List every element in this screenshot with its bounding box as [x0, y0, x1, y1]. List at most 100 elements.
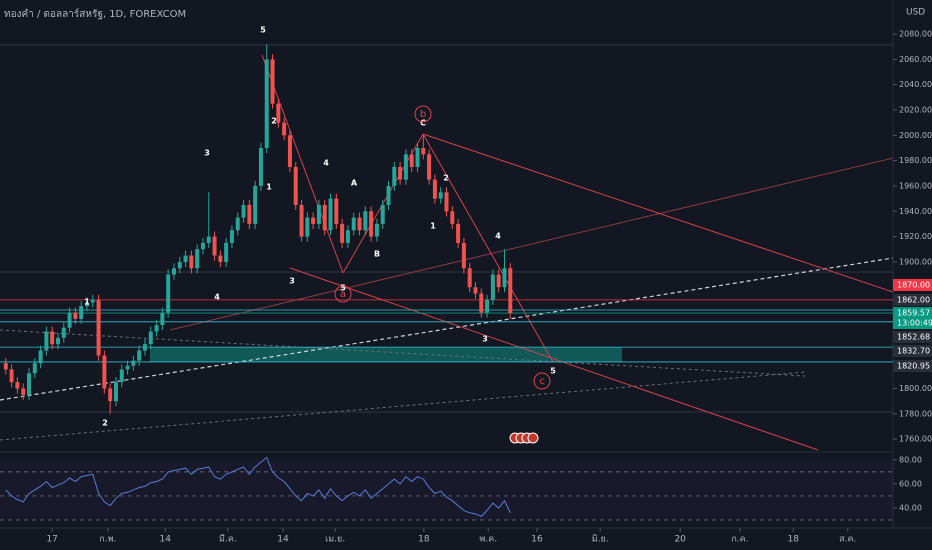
- rsi-line: [5, 456, 511, 517]
- candle-body: [316, 204, 321, 224]
- candle-body: [131, 360, 136, 366]
- candle-body: [467, 268, 472, 288]
- candle-body: [32, 363, 37, 374]
- x-tick-label: มิ.ย.: [592, 534, 609, 545]
- candle-body: [502, 268, 507, 288]
- x-tick-label: พ.ค.: [479, 535, 497, 545]
- x-tick-label: 18: [788, 535, 800, 545]
- x-tick-label: มี.ค.: [219, 534, 237, 545]
- candle-body: [206, 236, 211, 243]
- candle-body: [26, 373, 31, 395]
- candle-body: [90, 299, 95, 303]
- rsi-band: [0, 460, 893, 520]
- candle-body: [398, 166, 403, 180]
- candle-body: [160, 312, 165, 326]
- candle-body: [258, 147, 263, 186]
- circled-label: a: [340, 289, 346, 300]
- event-icons: [509, 432, 539, 444]
- y-tick-label: 2000.00: [899, 131, 932, 140]
- candle-body: [311, 217, 316, 224]
- x-tick-label: ส.ค.: [839, 535, 856, 545]
- price-label: 1870.00: [897, 281, 930, 290]
- candle-body: [44, 331, 49, 351]
- candle-body: [21, 388, 26, 395]
- candle-body: [403, 154, 408, 180]
- candle-body: [108, 388, 113, 402]
- candle-body: [137, 350, 142, 361]
- x-tick-label: 18: [418, 535, 430, 545]
- candle-body: [195, 249, 200, 269]
- wave-label: 3: [482, 335, 488, 344]
- candle-body: [299, 204, 304, 237]
- circled-label: b: [420, 109, 426, 120]
- wave-label: 5: [260, 26, 266, 35]
- candle-body: [264, 59, 269, 148]
- candle-body: [15, 382, 20, 389]
- candle-body: [450, 211, 455, 224]
- candle-body: [345, 230, 350, 243]
- trend-line: [422, 133, 894, 293]
- trend-line: [289, 267, 819, 451]
- x-tick-label: 14: [277, 535, 289, 545]
- price-label-box: [893, 279, 932, 291]
- y-tick-label: 1800.00: [899, 384, 932, 393]
- candle-body: [438, 192, 443, 199]
- candle-body: [456, 223, 461, 243]
- candle-body: [479, 293, 484, 313]
- wave-label: 2: [271, 117, 277, 126]
- candle-body: [444, 192, 449, 212]
- y-tick-label: 2040.00: [899, 80, 932, 89]
- wave-label: 1: [84, 298, 90, 307]
- y-tick-label: 2060.00: [899, 55, 932, 64]
- x-tick-label: 16: [531, 535, 543, 545]
- candle-body: [409, 154, 414, 167]
- candle-body: [305, 217, 310, 237]
- candle-body: [485, 299, 490, 313]
- candle-body: [154, 325, 159, 332]
- candle-body: [73, 312, 78, 319]
- price-label-box: [893, 345, 932, 357]
- candle-body: [3, 363, 8, 370]
- candle-body: [84, 302, 89, 307]
- wave-label: 2: [102, 419, 108, 428]
- wave-circle: [414, 105, 432, 123]
- wave-label: 3: [204, 149, 210, 158]
- candle-body: [415, 147, 420, 167]
- zone: [150, 347, 622, 362]
- candle-body: [270, 59, 275, 104]
- candle-body: [224, 242, 229, 262]
- price-label-box: [893, 331, 932, 343]
- price-label-box: [893, 294, 932, 306]
- candle-body: [363, 211, 368, 231]
- trend-line: [0, 257, 894, 401]
- candle-body: [212, 236, 217, 256]
- candle-body: [9, 369, 14, 383]
- candle-body: [235, 217, 240, 231]
- candle-body: [241, 204, 246, 218]
- candle-body: [427, 154, 432, 180]
- candle-body: [421, 147, 426, 155]
- y-tick-label: 1780.00: [899, 409, 932, 418]
- price-label: 1862.00: [897, 296, 930, 305]
- rsi-tick-label: 80.00: [899, 455, 922, 464]
- candle-body: [171, 268, 176, 275]
- candle-body: [125, 365, 130, 370]
- candle-body: [357, 217, 362, 231]
- candle-body: [200, 242, 205, 250]
- rsi-tick-label: 40.00: [899, 503, 922, 512]
- circled-label: c: [539, 376, 545, 387]
- candle-body: [380, 204, 385, 224]
- wave-label: 5: [550, 367, 556, 376]
- candle-body: [496, 274, 501, 288]
- wave-label: 5: [340, 284, 346, 293]
- x-tick-label: 20: [674, 535, 686, 545]
- x-tick-label: เม.ย.: [325, 535, 345, 545]
- y-tick-label: 1960.00: [899, 181, 932, 190]
- candle-body: [96, 299, 101, 356]
- y-tick-label: 1900.00: [899, 257, 932, 266]
- y-tick-label: 1980.00: [899, 156, 932, 165]
- wave-label: 4: [214, 293, 220, 302]
- rsi-tick-label: 60.00: [899, 479, 922, 488]
